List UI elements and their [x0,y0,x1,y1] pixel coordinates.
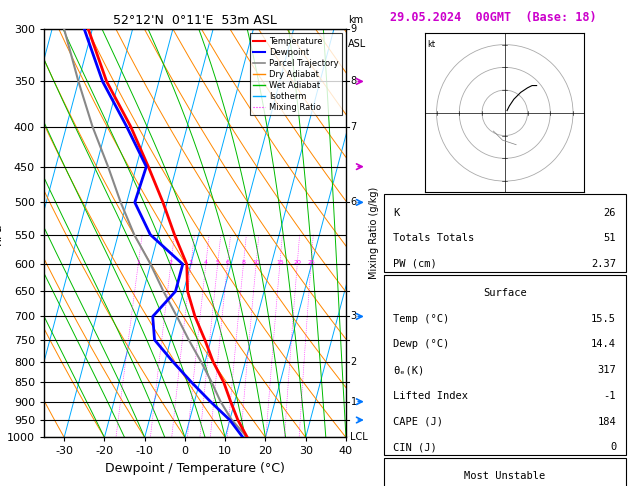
Text: 1: 1 [350,397,357,407]
Text: Totals Totals: Totals Totals [393,233,475,243]
Text: 2.37: 2.37 [591,259,616,269]
Text: 5: 5 [216,260,220,265]
Bar [384,194,626,272]
Text: kt: kt [428,40,435,49]
Text: 10: 10 [252,260,260,265]
Text: LCL: LCL [350,433,368,442]
Text: Dewp (°C): Dewp (°C) [393,339,450,349]
Text: Temp (°C): Temp (°C) [393,313,450,324]
Text: 14.4: 14.4 [591,339,616,349]
Text: Most Unstable: Most Unstable [464,471,545,481]
Text: 6: 6 [225,260,230,265]
Text: 9: 9 [350,24,357,34]
Text: 2: 2 [350,357,357,367]
Text: km: km [348,15,363,25]
Text: Surface: Surface [483,288,526,298]
Text: θₑ(K): θₑ(K) [393,365,425,375]
Title: 52°12'N  0°11'E  53m ASL: 52°12'N 0°11'E 53m ASL [113,14,277,27]
Text: 0: 0 [610,442,616,452]
X-axis label: Dewpoint / Temperature (°C): Dewpoint / Temperature (°C) [105,462,285,475]
Text: CAPE (J): CAPE (J) [393,417,443,427]
Text: PW (cm): PW (cm) [393,259,437,269]
Text: 184: 184 [598,417,616,427]
Text: ASL: ASL [348,39,366,50]
Text: 4: 4 [204,260,208,265]
Text: 29.05.2024  00GMT  (Base: 18): 29.05.2024 00GMT (Base: 18) [390,11,596,24]
Text: 317: 317 [598,365,616,375]
Text: CIN (J): CIN (J) [393,442,437,452]
Text: 2: 2 [169,260,173,265]
Y-axis label: hPa: hPa [0,222,4,244]
Text: 51: 51 [604,233,616,243]
Text: 7: 7 [350,122,357,132]
Text: K: K [393,208,399,218]
Text: Mixing Ratio (g/kg): Mixing Ratio (g/kg) [369,187,379,279]
Text: 26: 26 [604,208,616,218]
Text: 3: 3 [189,260,193,265]
Bar [384,275,626,455]
Text: 6: 6 [350,197,357,208]
Text: 15.5: 15.5 [591,313,616,324]
Text: 20: 20 [293,260,301,265]
Text: 8: 8 [242,260,245,265]
Bar [384,458,626,486]
Text: 25: 25 [307,260,315,265]
Text: 1: 1 [136,260,140,265]
Text: 8: 8 [350,76,357,87]
Text: Lifted Index: Lifted Index [393,391,469,401]
Text: 15: 15 [276,260,284,265]
Legend: Temperature, Dewpoint, Parcel Trajectory, Dry Adiabat, Wet Adiabat, Isotherm, Mi: Temperature, Dewpoint, Parcel Trajectory… [250,34,342,116]
Text: -1: -1 [604,391,616,401]
Text: 3: 3 [350,312,357,321]
